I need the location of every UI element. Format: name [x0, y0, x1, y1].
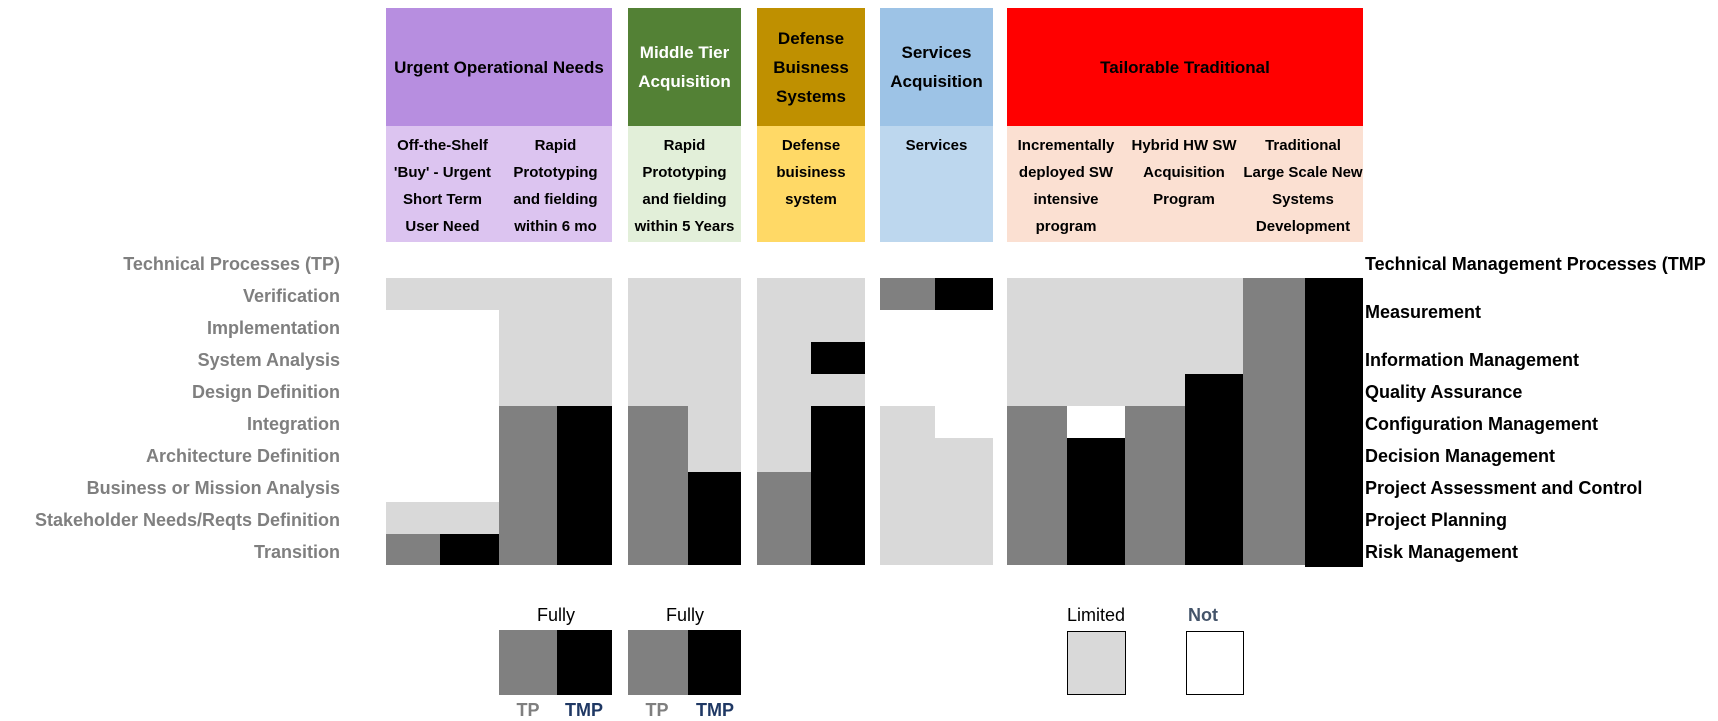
tp-row-label: Design Definition: [192, 382, 340, 402]
subheader-defense-business-system: Defense buisiness system: [757, 126, 865, 242]
cell-limited: [688, 406, 741, 472]
legend-not-swatch: [1186, 631, 1244, 695]
subheader-services: Services: [880, 126, 993, 242]
tp-row-label: Transition: [253, 542, 340, 562]
cell-fully-tp: [1243, 278, 1305, 565]
legend-tmp-label: TMP: [696, 700, 734, 720]
tmp-row-label: Project Planning: [1365, 510, 1508, 530]
tp-row-label: System Analysis: [197, 350, 340, 370]
cell-limited: [935, 438, 993, 565]
tp-row-label: Architecture Definition: [145, 446, 340, 466]
cell-fully-tmp: [1305, 278, 1363, 567]
tmp-row-label: Quality Assurance: [1365, 382, 1523, 402]
header-defense-buisness-systems: Defense Buisness Systems: [757, 8, 865, 126]
tmp-title: Technical Management Processes (TMP: [1365, 254, 1706, 274]
cell-fully-tp: [1125, 406, 1185, 565]
cell-fully-tp: [880, 278, 935, 310]
cell-fully-tmp: [1185, 374, 1243, 565]
tp-row-label: Verification: [242, 286, 340, 306]
cell-limited: [757, 406, 811, 472]
legend-not-title: Not: [1188, 605, 1218, 625]
cell-fully-tp: [499, 406, 557, 565]
tp-row-label: Implementation: [206, 318, 340, 338]
cell-fully-tmp: [557, 406, 612, 565]
header-services-acquisition: Services Acquisition: [880, 8, 993, 126]
cell-limited: [386, 278, 499, 310]
subheader-hybrid-hw-sw: Hybrid HW SW Acquisition Program: [1125, 126, 1243, 242]
cell-fully-tmp: [935, 278, 993, 310]
cell-fully-tmp: [688, 472, 741, 565]
cell-fully-tp: [1007, 406, 1067, 565]
legend-fully-tmp-swatch: [688, 630, 741, 695]
legend-fully-title: Fully: [665, 605, 704, 625]
tmp-row-label: Decision Management: [1365, 446, 1556, 466]
legend-tp-label: TP: [645, 700, 669, 720]
subheader-off-the-shelf: Off-the-Shelf 'Buy' - Urgent Short Term …: [386, 126, 499, 242]
cell-fully-tp: [386, 534, 440, 565]
legend-fully-tmp-swatch: [557, 630, 612, 695]
cell-fully-tmp: [1067, 438, 1125, 565]
cell-limited: [628, 278, 741, 406]
legend-fully-tp-swatch: [499, 630, 557, 695]
tmp-row-label: Information Management: [1365, 350, 1580, 370]
cell-limited: [499, 278, 612, 406]
cell-limited: [880, 406, 935, 565]
header-urgent-operational-needs: Urgent Operational Needs: [386, 8, 612, 126]
tmp-row-label: Risk Management: [1365, 542, 1519, 562]
tmp-row-label: Configuration Management: [1365, 414, 1598, 434]
legend-limited-swatch: [1067, 631, 1126, 695]
tp-title: Technical Processes (TP): [123, 254, 340, 274]
cell-fully-tmp: [811, 406, 865, 565]
subheader-traditional-large-scale: Traditional Large Scale New Systems Deve…: [1243, 126, 1363, 242]
header-middle-tier-acquisition: Middle Tier Acquisition: [628, 8, 741, 126]
cell-fully-tp: [628, 406, 688, 565]
legend-limited-title: Limited: [1066, 605, 1126, 625]
subheader-rapid-5yr: Rapid Prototyping and fielding within 5 …: [628, 126, 741, 242]
tmp-row-label: Measurement: [1365, 302, 1482, 322]
cell-fully-tmp: [440, 534, 499, 565]
tmp-row-label: Project Assessment and Control: [1365, 478, 1643, 498]
legend-tp-label: TP: [516, 700, 540, 720]
tp-row-label: Integration: [247, 414, 340, 434]
header-tailorable-traditional: Tailorable Traditional: [1007, 8, 1363, 126]
tp-row-label: Stakeholder Needs/Reqts Definition: [34, 510, 340, 530]
tp-row-label: Business or Mission Analysis: [86, 478, 340, 498]
subheader-rapid-6mo: Rapid Prototyping and fielding within 6 …: [499, 126, 612, 242]
cell-limited: [386, 502, 499, 534]
legend-fully-title: Fully: [536, 605, 575, 625]
cell-fully-tp: [757, 472, 811, 565]
cell-fully-tmp: [811, 342, 865, 374]
subheader-incremental-sw: Incrementally deployed SW intensive prog…: [1007, 126, 1125, 242]
legend-tmp-label: TMP: [565, 700, 603, 720]
legend-fully-tp-swatch: [628, 630, 688, 695]
